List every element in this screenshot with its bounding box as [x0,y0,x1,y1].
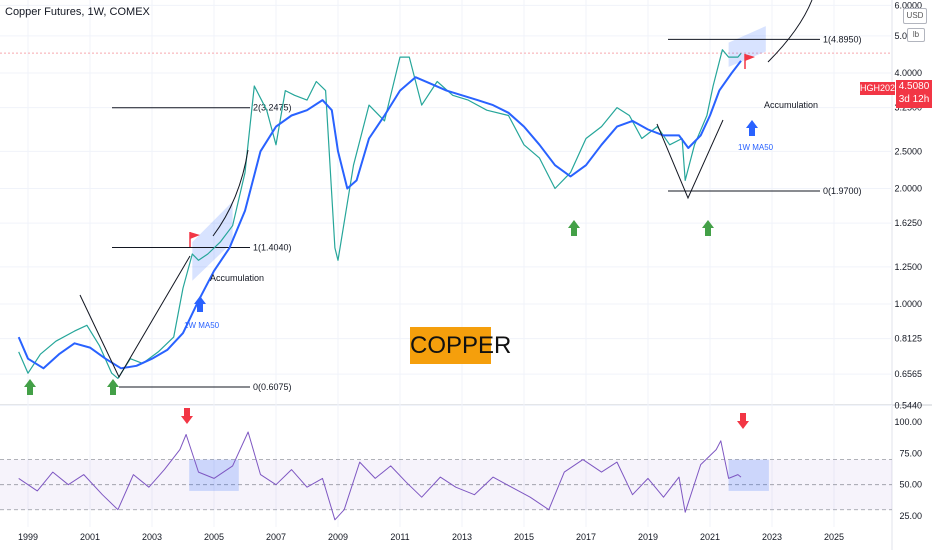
rsi-tick-label: 50.00 [899,480,922,490]
v-projection [656,119,724,200]
fib-level-label: 0(1.9700) [823,186,862,196]
x-tick-label: 2023 [762,532,782,542]
bottom-arrow-icon [568,220,580,236]
price-tick-label: 2.0000 [894,184,922,194]
price-tick-label: 0.6565 [894,369,922,379]
x-tick-label: 2001 [80,532,100,542]
bottom-arrow-icon [24,379,36,395]
currency-button[interactable]: USD [903,8,927,24]
rsi-accumulation-zone [728,459,769,491]
x-tick-label: 2013 [452,532,472,542]
x-tick-label: 2007 [266,532,286,542]
rsi-tick-label: 100.00 [894,417,922,427]
x-tick-label: 2017 [576,532,596,542]
fib-level-label: 1(1.4040) [253,242,292,252]
annotation-label: Accumulation [764,100,818,110]
rsi-tick-label: 75.00 [899,448,922,458]
price-tick-label: 1.0000 [894,299,922,309]
projection-arc [767,0,813,63]
projection-arc [212,149,249,237]
fib-level-label: 2(3.2475) [253,103,292,113]
top-arrow-icon [181,408,193,424]
ma50-line [17,60,742,370]
price-tick-label: 0.5440 [894,400,922,410]
flag-icon [745,54,755,61]
copper-label: COPPER [410,327,511,364]
x-tick-label: 2009 [328,532,348,542]
x-tick-label: 2015 [514,532,534,542]
price-tick-label: 6.0000 [894,0,922,10]
rsi-accumulation-zone [189,459,239,491]
rsi-line [18,431,742,521]
x-tick-label: 1999 [18,532,38,542]
x-tick-label: 2019 [638,532,658,542]
x-tick-label: 2021 [700,532,720,542]
rsi-tick-label: 25.00 [899,511,922,521]
symbol-badge: HGH2022 [860,82,901,95]
price-line [18,49,742,379]
price-tick-label: 2.5000 [894,146,922,156]
top-arrow-icon [737,413,749,429]
price-badge: 4.5080 3d 12h [896,80,932,108]
x-tick-label: 2011 [390,532,409,542]
annotation-label: 1W MA50 [184,321,220,330]
price-tick-label: 0.8125 [894,334,922,344]
price-tick-label: 4.0000 [894,68,922,78]
ma50-arrow-icon [746,120,758,136]
price-badge-value: 4.5080 [898,81,930,92]
price-tick-label: 1.2500 [894,262,922,272]
x-tick-label: 2003 [142,532,162,542]
flag-icon [190,232,200,239]
annotation-label: Accumulation [210,273,264,283]
price-tick-label: 1.6250 [894,218,922,228]
x-tick-label: 2025 [824,532,844,542]
unit-button[interactable]: lb [907,28,925,42]
bottom-arrow-icon [702,220,714,236]
accumulation-zone [192,201,233,281]
x-tick-label: 2005 [204,532,224,542]
price-badge-timer: 3d 12h [898,94,930,105]
chart-title: Copper Futures, 1W, COMEX [5,6,150,18]
accumulation-zone [728,26,766,67]
annotation-label: 1W MA50 [738,143,774,152]
fib-level-label: 0(0.6075) [253,382,292,392]
v-projection [79,255,191,379]
ma50-arrow-icon [194,296,206,312]
fib-level-label: 1(4.8950) [823,34,862,44]
bottom-arrow-icon [107,379,119,395]
